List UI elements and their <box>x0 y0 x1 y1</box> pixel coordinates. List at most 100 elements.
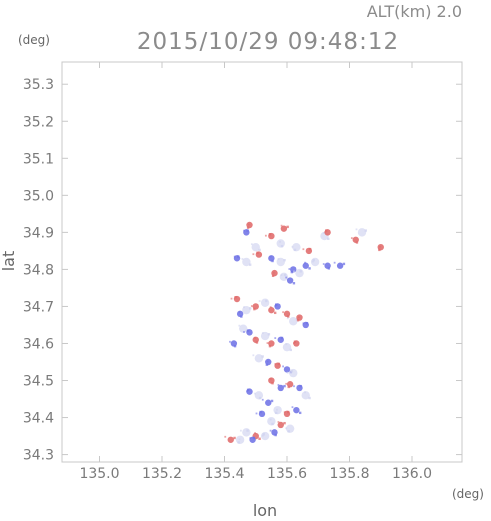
echo-point-speck <box>291 406 294 409</box>
echo-point-speck <box>265 299 268 303</box>
echo-point <box>324 229 331 236</box>
echo-point-speck <box>272 271 275 274</box>
echo-point <box>260 431 270 441</box>
echo-point-speck <box>247 223 250 226</box>
echo-point-speck <box>287 430 290 433</box>
echo-point-speck <box>355 228 358 231</box>
echo-point <box>274 336 284 343</box>
echo-point-speck <box>293 385 295 388</box>
echo-point-speck <box>246 229 249 232</box>
x-axis-ticks: 135.0 135.2 135.4 135.6 135.8 136.0 <box>79 62 432 482</box>
echo-point-core <box>265 399 272 406</box>
echo-point-speck <box>237 441 240 444</box>
echo-point-speck <box>308 267 311 270</box>
echo-point-speck <box>293 248 297 252</box>
echo-point <box>242 305 252 315</box>
echo-point-speck <box>252 436 256 440</box>
echo-point-speck <box>302 248 305 251</box>
echo-point-speck <box>308 247 312 251</box>
echo-point-speck <box>277 362 281 366</box>
echo-point <box>274 303 281 310</box>
echo-point-speck <box>286 225 289 229</box>
echo-point-speck <box>299 384 302 388</box>
echo-point-speck <box>304 391 306 394</box>
echo-point <box>252 354 264 363</box>
echo-point-speck <box>355 241 359 244</box>
echo-point-speck <box>297 316 300 319</box>
echo-point-speck <box>248 307 252 310</box>
echo-point-speck <box>266 342 269 344</box>
echo-point-speck <box>287 315 290 318</box>
y-tick-label: 35.3 <box>23 77 54 93</box>
echo-point <box>377 243 384 252</box>
echo-point-core <box>277 384 284 392</box>
echo-point <box>285 424 295 433</box>
echo-point <box>302 247 313 255</box>
echo-point-speck <box>269 255 272 258</box>
echo-point <box>288 266 297 274</box>
echo-point-speck <box>302 322 305 325</box>
echo-point-speck <box>261 332 264 334</box>
echo-point-speck <box>283 411 286 414</box>
echo-point-speck <box>280 274 283 277</box>
echo-point-speck <box>258 437 261 440</box>
y-tick-label: 34.7 <box>23 299 54 315</box>
echo-point <box>283 410 291 418</box>
echo-point-core <box>227 436 234 443</box>
echo-point <box>261 398 274 406</box>
echo-point-speck <box>254 392 256 395</box>
echo-point-speck <box>333 261 336 264</box>
echo-point-core <box>357 228 367 237</box>
echo-point-speck <box>288 268 291 270</box>
x-tick-label: 135.4 <box>204 466 244 482</box>
echo-point-core <box>293 406 300 414</box>
echo-point-speck <box>266 360 269 363</box>
echo-point <box>277 384 286 392</box>
echo-point-speck <box>271 422 274 426</box>
echo-point <box>286 368 298 378</box>
echo-point-speck <box>238 311 241 314</box>
echo-point <box>260 331 271 341</box>
x-tick-label: 135.6 <box>267 466 307 482</box>
echo-point <box>291 406 302 415</box>
echo-point <box>333 261 346 269</box>
echo-point-speck <box>279 240 281 243</box>
echo-point-speck <box>364 229 367 232</box>
echo-point-speck <box>283 273 287 277</box>
echo-point <box>252 336 259 344</box>
y-tick-label: 34.4 <box>23 411 54 427</box>
echo-point <box>279 272 289 282</box>
echo-point <box>233 255 241 262</box>
echo-point-speck <box>274 337 277 339</box>
echo-point-speck <box>258 300 261 302</box>
echo-point-speck <box>261 398 264 401</box>
echo-point <box>252 251 263 258</box>
echo-point-speck <box>246 388 250 392</box>
echo-point-speck <box>230 297 233 300</box>
echo-point <box>269 429 278 437</box>
echo-point-speck <box>280 244 284 248</box>
echo-point-speck <box>255 341 259 344</box>
echo-point-core <box>280 225 288 232</box>
echo-clusters <box>224 221 384 444</box>
echo-point <box>267 417 276 426</box>
echo-point <box>282 342 292 352</box>
echo-point-core <box>336 262 344 269</box>
echo-point-speck <box>250 243 253 246</box>
echo-point <box>268 377 275 385</box>
echo-point-speck <box>270 399 274 403</box>
echo-point-speck <box>233 344 237 348</box>
echo-point-speck <box>275 411 278 415</box>
echo-point-speck <box>324 231 327 233</box>
echo-point <box>235 435 245 444</box>
echo-point-speck <box>271 274 275 278</box>
echo-point-speck <box>327 237 330 240</box>
echo-point <box>271 269 278 278</box>
echo-point-core <box>268 306 275 314</box>
echo-point-core <box>239 324 248 333</box>
echo-point-core <box>283 366 291 373</box>
chart-title: 2015/10/29 09:48:12 <box>137 29 399 55</box>
echo-point-speck <box>298 411 302 415</box>
x-axis-label: lon <box>253 501 277 520</box>
echo-point-speck <box>305 321 309 325</box>
